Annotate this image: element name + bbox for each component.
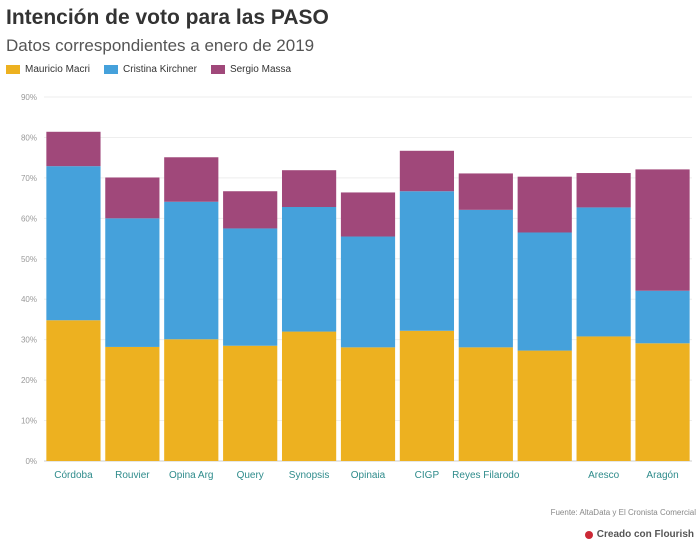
chart-subtitle: Datos correspondientes a enero de 2019 [6, 36, 315, 55]
y-tick-label: 10% [21, 417, 37, 426]
bar-kirchner[interactable] [223, 228, 278, 346]
legend-label-massa: Sergio Massa [229, 64, 292, 75]
bar-kirchner[interactable] [458, 209, 513, 348]
legend-item-massa[interactable]: Sergio Massa [210, 64, 292, 75]
x-tick-label: Rouvier [115, 470, 150, 481]
y-tick-label: 90% [21, 93, 37, 102]
x-tick-label: Synopsis [289, 470, 330, 481]
bar-macri[interactable] [340, 347, 396, 461]
legend: Mauricio Macri Cristina Kirchner Sergio … [6, 64, 291, 75]
y-tick-label: 70% [21, 174, 37, 183]
x-tick-label: Córdoba [54, 470, 93, 481]
bar-massa[interactable] [517, 176, 572, 233]
legend-swatch-macri [6, 65, 20, 74]
bar-massa[interactable] [281, 170, 337, 208]
source-note: Fuente: AltaData y El Cronista Comercial [550, 508, 696, 517]
y-tick-label: 40% [21, 295, 37, 304]
x-tick-label: CIGP [415, 470, 440, 481]
legend-item-macri[interactable]: Mauricio Macri [6, 64, 90, 75]
bar-macri[interactable] [458, 347, 513, 461]
y-tick-labels: 0% 10% 20% 30% 40% 50% 60% 70% 80% 90% [21, 93, 37, 466]
bar-macri[interactable] [281, 331, 337, 461]
flourish-icon [584, 530, 593, 539]
y-tick-label: 30% [21, 336, 37, 345]
y-tick-label: 20% [21, 376, 37, 385]
x-tick-label: Aresco [588, 470, 620, 481]
bar-kirchner[interactable] [164, 201, 219, 340]
legend-label-macri: Mauricio Macri [25, 64, 91, 75]
bar-massa[interactable] [399, 150, 455, 192]
bar-massa[interactable] [46, 131, 101, 167]
bar-macri[interactable] [105, 346, 160, 461]
bar-macri[interactable] [164, 339, 219, 461]
y-tick-label: 80% [21, 133, 37, 142]
bar-macri[interactable] [517, 350, 572, 461]
bar-massa[interactable] [576, 173, 631, 208]
legend-swatch-massa [210, 65, 225, 74]
bar-massa[interactable] [340, 192, 396, 237]
bar-massa[interactable] [164, 157, 219, 202]
flourish-label: Creado con Flourish [596, 529, 694, 540]
bar-kirchner[interactable] [281, 207, 337, 332]
bar-massa[interactable] [105, 177, 160, 219]
legend-swatch-kirchner [104, 65, 119, 74]
bar-kirchner[interactable] [635, 290, 690, 344]
bar-kirchner[interactable] [576, 207, 631, 337]
bar-kirchner[interactable] [340, 236, 396, 348]
x-tick-label: Reyes Filarodo [452, 470, 520, 481]
bar-kirchner[interactable] [399, 191, 455, 331]
x-tick-label: Aragón [646, 470, 678, 481]
bar-kirchner[interactable] [46, 166, 101, 321]
bar-kirchner[interactable] [105, 218, 160, 347]
bar-massa[interactable] [458, 173, 513, 210]
chart-title: Intención de voto para las PASO [6, 6, 329, 29]
legend-label-kirchner: Cristina Kirchner [123, 64, 197, 75]
x-tick-labels: Córdoba Rouvier Opina Arg Query Synopsis Opin… [54, 470, 678, 481]
x-tick-label: Opina Arg [169, 470, 213, 481]
bar-macri[interactable] [635, 343, 690, 461]
y-tick-label: 60% [21, 214, 37, 223]
legend-item-kirchner[interactable]: Cristina Kirchner [104, 64, 197, 75]
bar-macri[interactable] [223, 345, 278, 461]
x-tick-label: Query [237, 470, 264, 481]
bar-macri[interactable] [399, 330, 455, 461]
bar-kirchner[interactable] [517, 232, 572, 351]
flourish-credit[interactable]: Creado con Flourish [584, 529, 694, 540]
x-tick-label: Opinaia [351, 470, 386, 481]
bars [46, 131, 690, 461]
bar-massa[interactable] [223, 191, 278, 229]
bar-massa[interactable] [635, 169, 690, 291]
y-tick-label: 0% [25, 457, 37, 466]
bar-macri[interactable] [46, 320, 101, 461]
y-tick-label: 50% [21, 255, 37, 264]
bar-macri[interactable] [576, 336, 631, 461]
